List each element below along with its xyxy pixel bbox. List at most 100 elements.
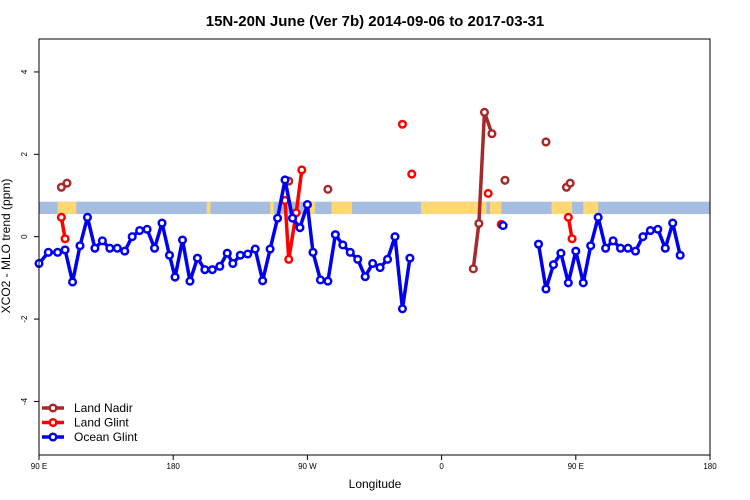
data-point xyxy=(120,246,130,256)
data-point xyxy=(382,254,393,264)
data-point xyxy=(284,254,294,264)
legend-label: Ocean Glint xyxy=(74,430,138,444)
data-point xyxy=(287,213,298,223)
data-point xyxy=(215,261,225,271)
data-point xyxy=(170,272,180,282)
data-point xyxy=(105,243,115,253)
data-point xyxy=(62,178,72,188)
data-point xyxy=(567,234,577,244)
data-point xyxy=(243,249,253,259)
data-point xyxy=(593,212,603,222)
land-segment xyxy=(57,201,66,215)
data-point xyxy=(487,129,497,139)
data-point xyxy=(474,218,484,229)
series-land-glint xyxy=(56,119,577,264)
data-point xyxy=(90,243,100,253)
data-point xyxy=(405,253,415,263)
data-point xyxy=(273,213,283,223)
land-segment xyxy=(270,201,274,215)
data-point xyxy=(578,278,588,288)
data-point xyxy=(142,224,152,234)
y-tick-label: 2 xyxy=(20,152,29,157)
data-point xyxy=(338,240,348,250)
data-point xyxy=(82,212,93,222)
y-tick-label: -2 xyxy=(20,315,29,323)
data-point xyxy=(135,225,145,236)
data-point xyxy=(541,284,551,294)
series-land-nadir xyxy=(56,107,575,274)
data-point xyxy=(68,277,78,287)
legend-marker xyxy=(48,417,58,428)
x-tick-label: 90 E xyxy=(568,462,584,471)
data-point xyxy=(127,232,137,242)
data-point xyxy=(295,223,305,233)
legend-marker xyxy=(48,432,58,442)
data-point xyxy=(615,243,626,253)
data-point xyxy=(200,265,210,275)
data-point xyxy=(623,243,633,253)
data-point xyxy=(43,247,53,257)
data-point xyxy=(638,232,648,242)
data-point xyxy=(258,276,268,286)
data-point xyxy=(330,230,340,240)
data-point xyxy=(60,234,70,244)
data-point xyxy=(483,188,493,199)
data-point xyxy=(368,258,378,269)
data-point xyxy=(548,260,558,270)
x-tick-label: 90 W xyxy=(298,462,317,471)
legend-label: Land Glint xyxy=(74,416,129,430)
data-point xyxy=(53,247,63,257)
land-segment xyxy=(65,201,77,215)
data-point xyxy=(323,276,333,286)
data-point xyxy=(390,232,400,242)
x-tick-label: 90 E xyxy=(31,462,47,471)
data-point xyxy=(660,243,670,253)
series-layer xyxy=(34,107,685,314)
data-point xyxy=(60,245,70,255)
data-point xyxy=(375,263,385,273)
data-point xyxy=(353,254,363,264)
data-point xyxy=(407,169,417,179)
x-tick-label: 180 xyxy=(167,462,181,471)
data-point xyxy=(360,272,370,282)
data-point xyxy=(498,221,508,231)
data-point xyxy=(397,304,408,314)
data-point xyxy=(228,258,238,269)
data-point xyxy=(302,200,312,210)
x-axis-label: Longitude xyxy=(349,477,402,491)
land-segment xyxy=(551,201,573,215)
data-point xyxy=(56,212,66,222)
data-point xyxy=(468,264,478,274)
data-point xyxy=(345,247,355,257)
series-ocean-glint xyxy=(34,175,685,314)
data-point xyxy=(653,224,663,234)
data-point xyxy=(192,253,202,263)
chart-title: 15N-20N June (Ver 7b) 2014-09-06 to 2017… xyxy=(206,13,545,30)
axes: 90 E 180 90 W 0 90 E 180 -4 -2 0 2 4 xyxy=(20,69,717,471)
plot-frame xyxy=(38,38,711,456)
data-point xyxy=(556,248,566,258)
data-point xyxy=(157,218,167,228)
data-point xyxy=(280,175,290,185)
data-point xyxy=(56,182,66,192)
data-point xyxy=(185,276,195,286)
data-point xyxy=(235,250,245,260)
data-point xyxy=(112,243,122,253)
data-point xyxy=(565,178,575,188)
data-point xyxy=(668,218,678,228)
land-segment xyxy=(490,201,502,215)
data-point xyxy=(645,225,655,236)
data-point xyxy=(222,248,232,258)
data-point xyxy=(563,212,573,222)
land-segment xyxy=(421,201,487,215)
data-point xyxy=(541,137,551,147)
data-point xyxy=(164,250,175,260)
series-line xyxy=(283,169,304,262)
data-point xyxy=(297,165,307,175)
data-point xyxy=(601,243,611,253)
land-segment xyxy=(583,201,599,215)
data-point xyxy=(563,278,573,288)
data-point xyxy=(97,236,107,246)
data-point xyxy=(630,246,640,256)
